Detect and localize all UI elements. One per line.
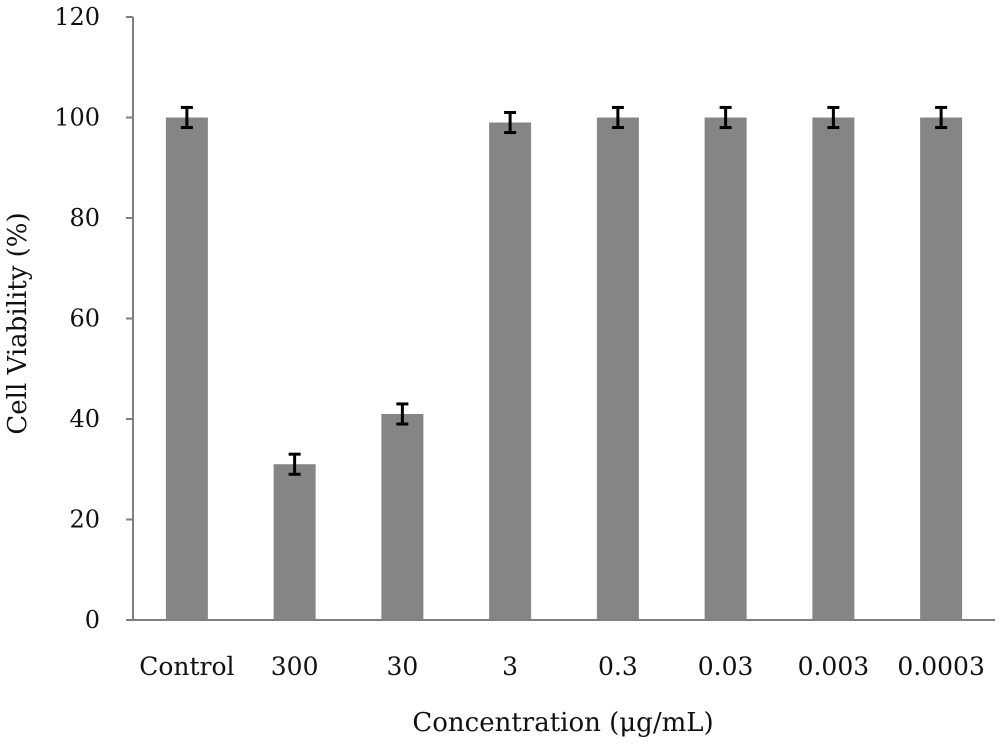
y-tick-label: 120 [54,3,100,31]
error-bar [719,105,732,130]
y-tick-label: 100 [54,104,100,132]
y-tick-label: 60 [69,305,100,333]
error-bar [827,105,840,130]
y-axis-ticks: 0 20 40 60 80 100 120 [54,3,133,634]
x-category-label: 0.3 [598,652,638,681]
x-axis-title: Concentration (μg/mL) [412,708,713,738]
error-bar [180,105,193,130]
error-bar [288,452,301,476]
bar [704,117,747,620]
bar [381,413,424,620]
bar [165,117,208,620]
x-category-label: 30 [386,652,418,681]
error-bar [396,402,409,426]
x-category-label: Control [139,652,234,681]
x-category-label: 0.03 [698,652,754,681]
bar [273,464,316,620]
bar [596,117,639,620]
y-tick-label: 80 [69,204,100,232]
error-bars [180,105,948,476]
y-tick-label: 20 [69,506,100,534]
bar [812,117,855,620]
y-tick-label: 0 [85,606,100,634]
x-category-label: 0.0003 [897,652,984,681]
error-bar [504,110,517,135]
x-category-label: 0.003 [798,652,870,681]
x-axis-category-labels: Control 300 30 3 0.3 0.03 0.003 0.0003 [139,652,985,681]
x-category-label: 300 [271,652,319,681]
error-bar [935,105,948,130]
bar [489,122,532,621]
bar [920,117,963,620]
error-bar [611,105,624,130]
y-tick-label: 40 [69,405,100,433]
bars [165,117,963,621]
y-axis-title: Cell Viability (%) [3,212,33,434]
x-category-label: 3 [502,652,518,681]
